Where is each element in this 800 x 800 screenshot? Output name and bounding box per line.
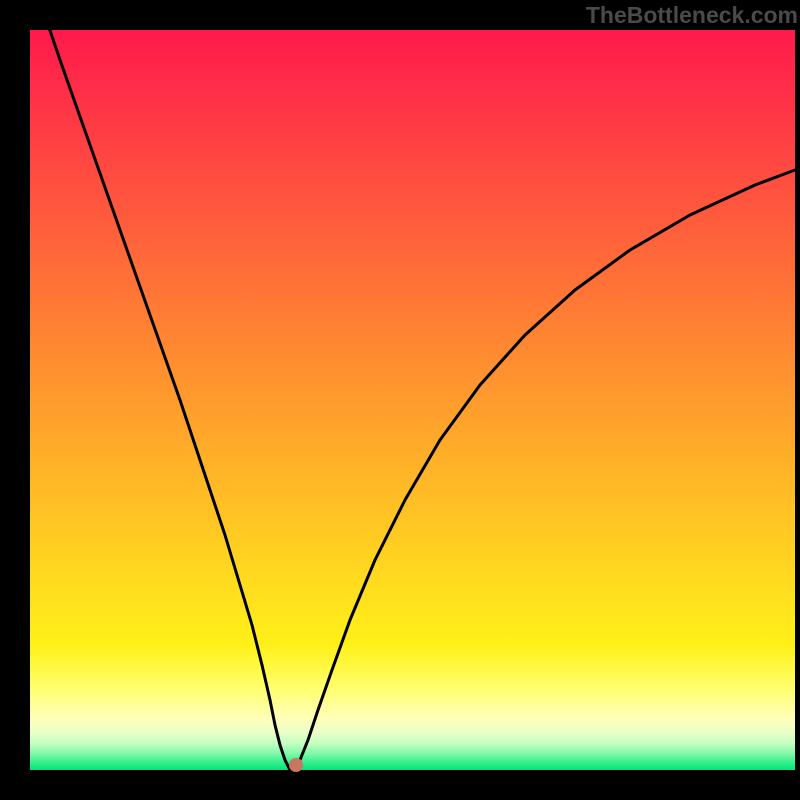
vertex-marker-dot	[289, 758, 303, 772]
curve-overlay	[0, 0, 800, 800]
bottleneck-curve	[38, 0, 795, 770]
chart-container: TheBottleneck.com	[0, 0, 800, 800]
watermark-text: TheBottleneck.com	[586, 2, 798, 29]
